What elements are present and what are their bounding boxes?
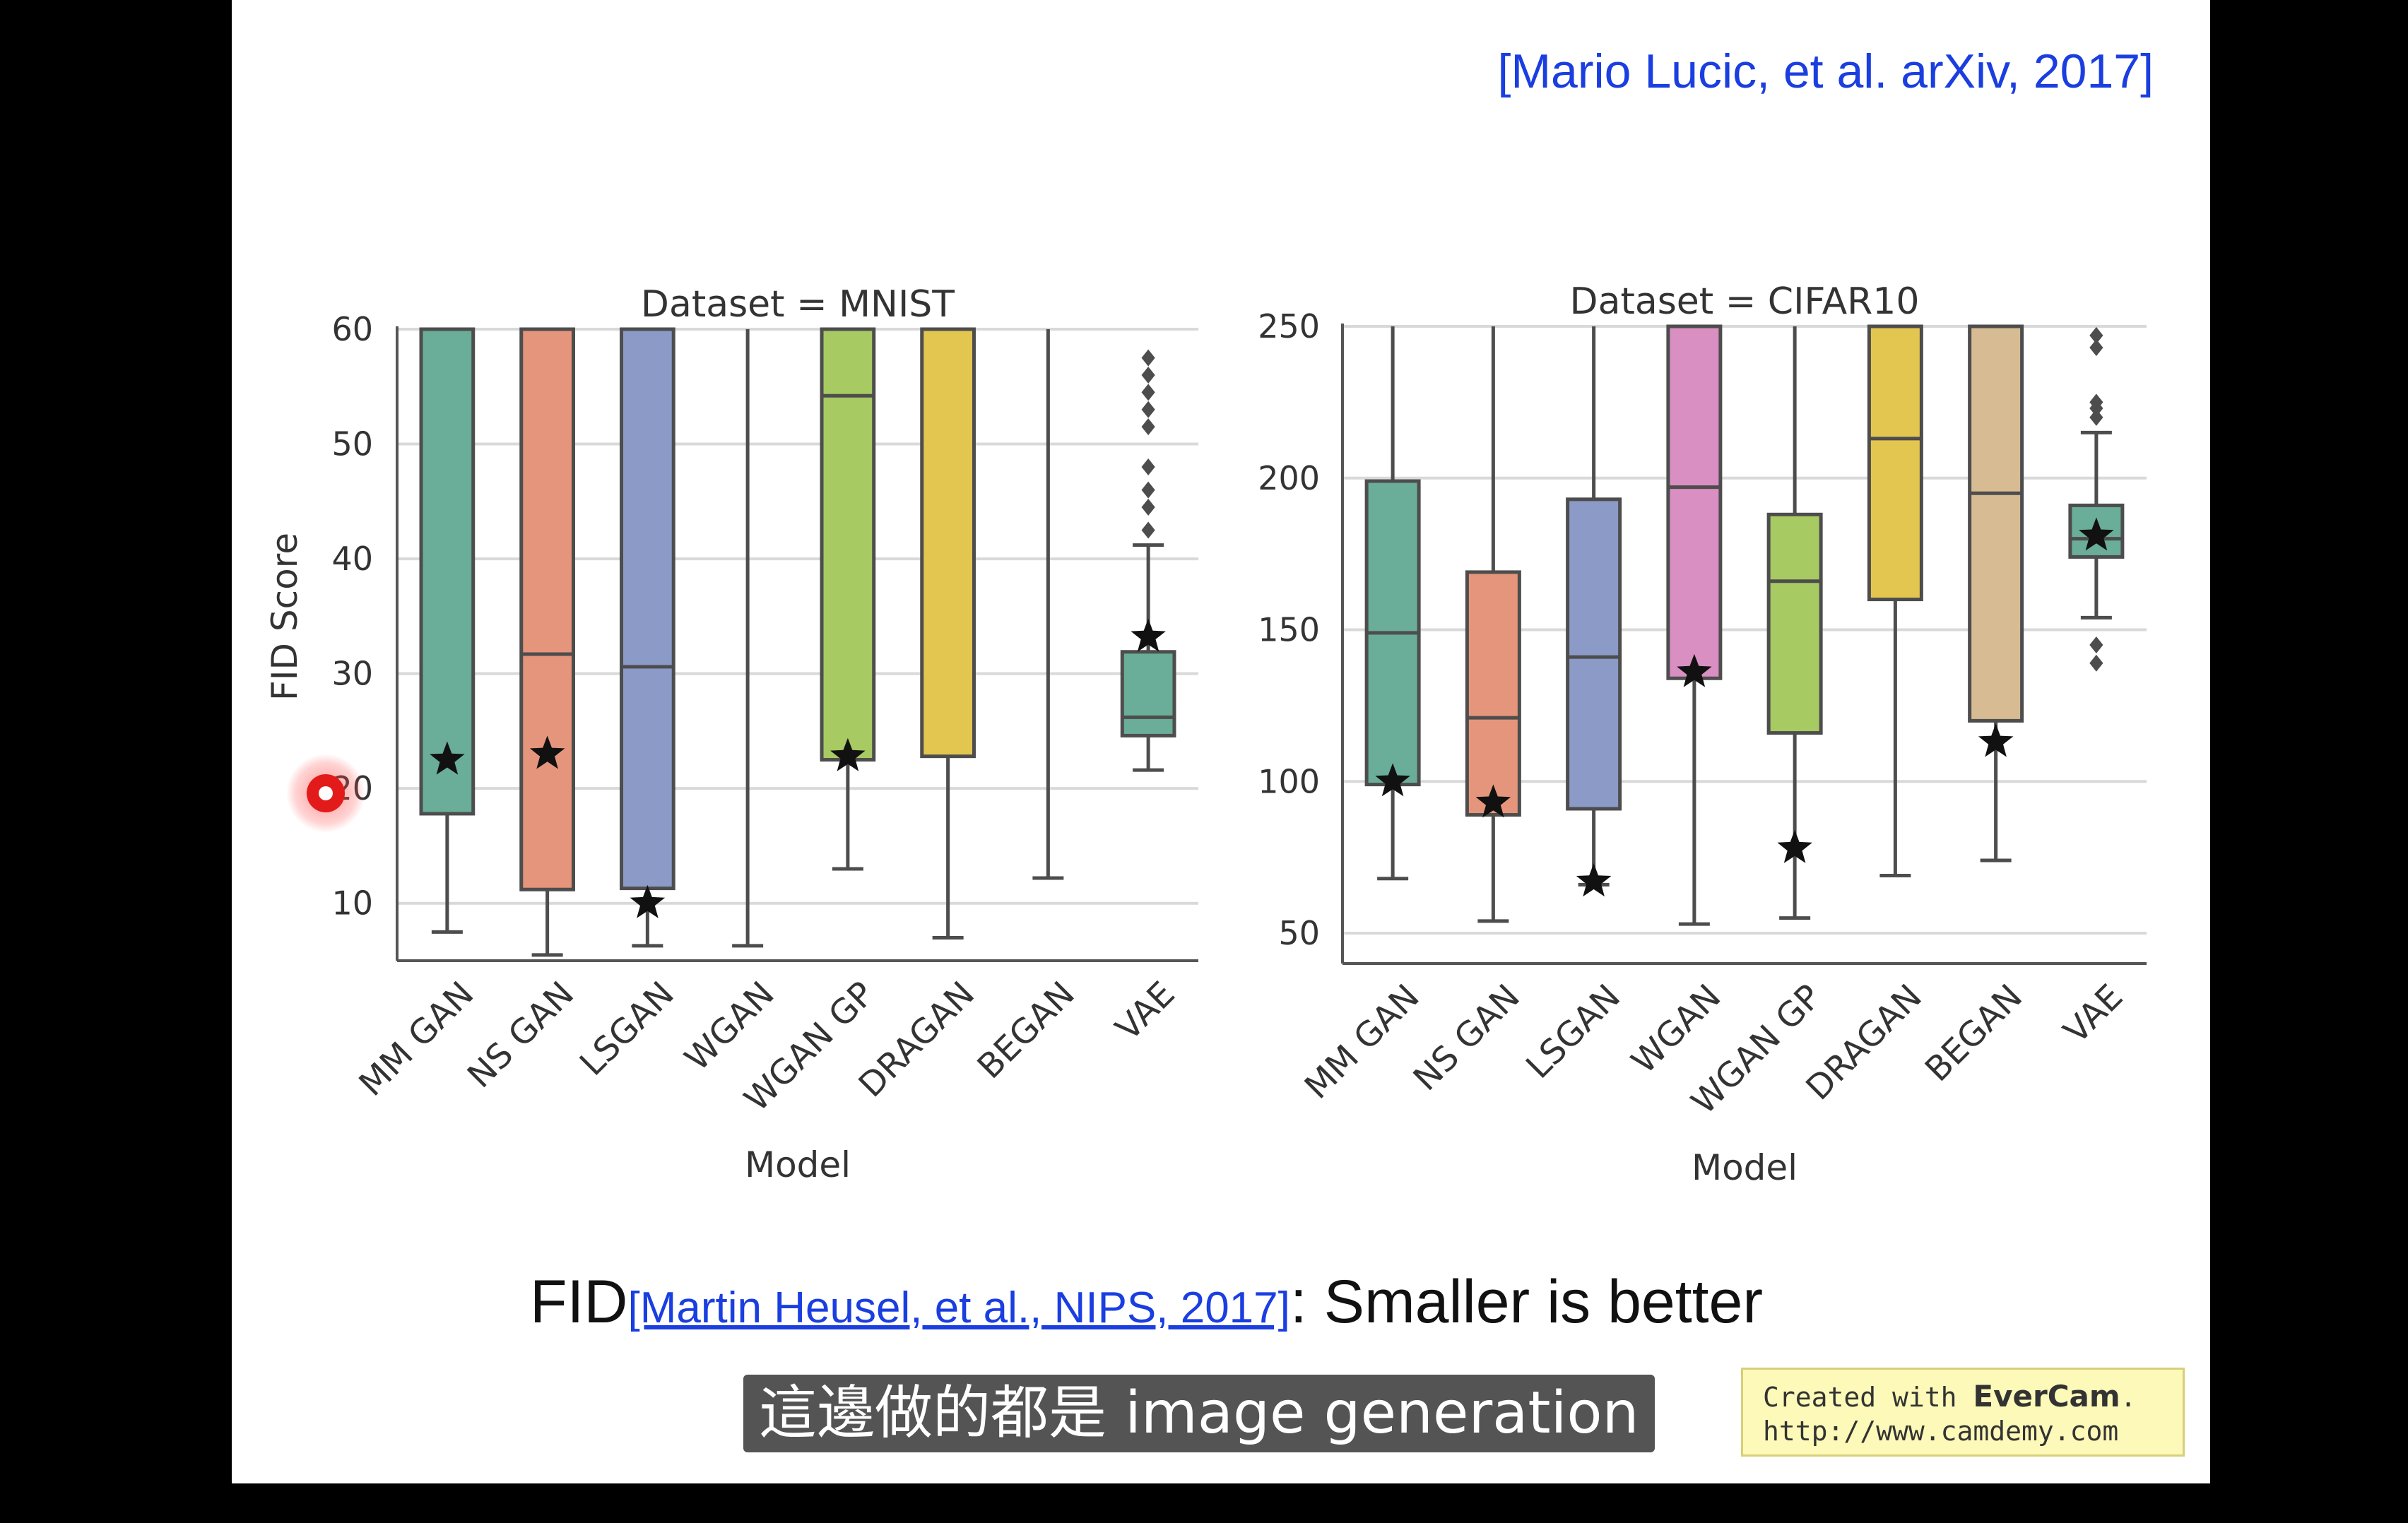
- watermark-brand: EverCam: [1973, 1379, 2120, 1414]
- fid-caption: FID[Martin Heusel, et al., NIPS, 2017]: …: [530, 1267, 1763, 1337]
- x-tick-label: MM GAN: [1297, 977, 1427, 1107]
- y-axis-label: FID Score: [264, 533, 305, 701]
- mean-star: [529, 735, 565, 769]
- mean-star: [1475, 784, 1511, 818]
- outlier-point: [1141, 401, 1155, 418]
- outlier-point: [1141, 367, 1155, 384]
- evercam-watermark: Created with EverCam. http://www.camdemy…: [1741, 1368, 2185, 1457]
- box: [820, 327, 876, 762]
- outlier-point: [2089, 654, 2103, 672]
- chart-cifar10: 50 100 150 200 250 Dataset = CIFAR10 Model MM G…: [1258, 280, 2147, 1188]
- citation-link[interactable]: [Mario Lucic, et al. arXiv, 2017]: [1497, 45, 2154, 98]
- box: [1465, 570, 1521, 817]
- x-tick-label: VAE: [1108, 974, 1182, 1048]
- watermark-suffix: .: [2120, 1382, 2137, 1413]
- y-tick-label: 250: [1258, 307, 1320, 345]
- mean-star: [830, 737, 866, 771]
- cursor-highlight-icon: [287, 754, 365, 832]
- outlier-point: [1141, 458, 1155, 476]
- box: [1566, 497, 1622, 811]
- x-tick-label: NS GAN: [460, 974, 582, 1096]
- mean-star: [630, 884, 666, 918]
- box: [920, 327, 976, 759]
- watermark-prefix: Created with: [1763, 1382, 1973, 1413]
- mean-star: [1131, 618, 1166, 652]
- y-tick-label: 150: [1258, 611, 1320, 649]
- box: [1766, 512, 1823, 735]
- y-tick-label: 40: [331, 540, 373, 578]
- y-tick-label: 30: [331, 655, 373, 693]
- box: [1120, 650, 1176, 737]
- y-tick-label: 60: [331, 310, 373, 348]
- box: [620, 327, 675, 891]
- mean-star: [2079, 517, 2114, 551]
- box: [419, 327, 476, 816]
- mean-star: [1576, 863, 1612, 897]
- x-axis-label: Model: [1692, 1147, 1798, 1188]
- box: [1666, 324, 1723, 680]
- outlier-point: [1141, 521, 1155, 539]
- x-tick-label: BEGAN: [1918, 977, 2030, 1089]
- outlier-point: [2089, 393, 2103, 411]
- y-tick-label: 200: [1258, 459, 1320, 497]
- x-tick-label: MM GAN: [351, 974, 481, 1104]
- box: [1867, 324, 1923, 602]
- outlier-point: [2089, 636, 2103, 653]
- outlier-point: [1141, 349, 1155, 367]
- y-tick-label: 10: [331, 884, 373, 923]
- box: [1968, 324, 2024, 723]
- y-tick-label: 100: [1258, 762, 1320, 800]
- outlier-point: [1141, 481, 1155, 499]
- mean-star: [1777, 829, 1812, 863]
- mean-star: [1978, 723, 2014, 757]
- box: [519, 327, 575, 891]
- outlier-point: [1141, 384, 1155, 401]
- chart-title: Dataset = CIFAR10: [1570, 280, 1920, 323]
- fid-caption-suffix: : Smaller is better: [1289, 1268, 1763, 1336]
- mean-star: [1375, 763, 1410, 797]
- watermark-url: http://www.camdemy.com: [1763, 1416, 2119, 1447]
- heusel-citation-link[interactable]: [Martin Heusel, et al., NIPS, 2017]: [627, 1284, 1290, 1332]
- chart-title: Dataset = MNIST: [641, 283, 955, 326]
- x-tick-label: BEGAN: [970, 974, 1082, 1086]
- x-tick-label: VAE: [2056, 977, 2130, 1051]
- outlier-point: [2089, 408, 2103, 426]
- y-tick-label: 50: [1278, 914, 1320, 952]
- y-tick-label: 50: [331, 425, 373, 463]
- outlier-point: [1141, 418, 1155, 436]
- x-tick-label: LSGAN: [572, 974, 682, 1084]
- mean-star: [430, 741, 465, 775]
- outlier-point: [2089, 326, 2103, 344]
- outlier-point: [1141, 498, 1155, 516]
- outlier-point: [2089, 339, 2103, 357]
- mean-star: [1677, 653, 1712, 687]
- lecture-slide: [Mario Lucic, et al. arXiv, 2017] 102030…: [232, 0, 2210, 1483]
- x-tick-label: LSGAN: [1518, 977, 1628, 1086]
- x-axis-label: Model: [745, 1144, 851, 1185]
- video-subtitle: 這邊做的都是 image generation: [743, 1375, 1655, 1452]
- fid-caption-prefix: FID: [530, 1268, 628, 1336]
- x-tick-label: NS GAN: [1406, 977, 1528, 1098]
